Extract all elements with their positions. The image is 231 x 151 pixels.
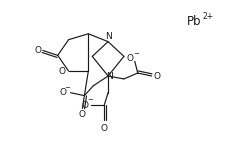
Text: O: O <box>82 101 88 110</box>
Text: O: O <box>79 110 85 119</box>
Text: N: N <box>104 32 111 41</box>
Text: O: O <box>126 54 133 63</box>
Text: O: O <box>153 72 160 82</box>
Text: O: O <box>100 124 107 133</box>
Text: Pb: Pb <box>186 14 201 27</box>
Text: O: O <box>34 46 41 55</box>
Text: N: N <box>105 72 112 82</box>
Text: −: − <box>64 85 70 91</box>
Text: O: O <box>59 88 66 97</box>
Text: O: O <box>58 67 65 76</box>
Text: −: − <box>87 96 93 103</box>
Text: −: − <box>132 51 138 57</box>
Text: 2+: 2+ <box>202 12 213 21</box>
